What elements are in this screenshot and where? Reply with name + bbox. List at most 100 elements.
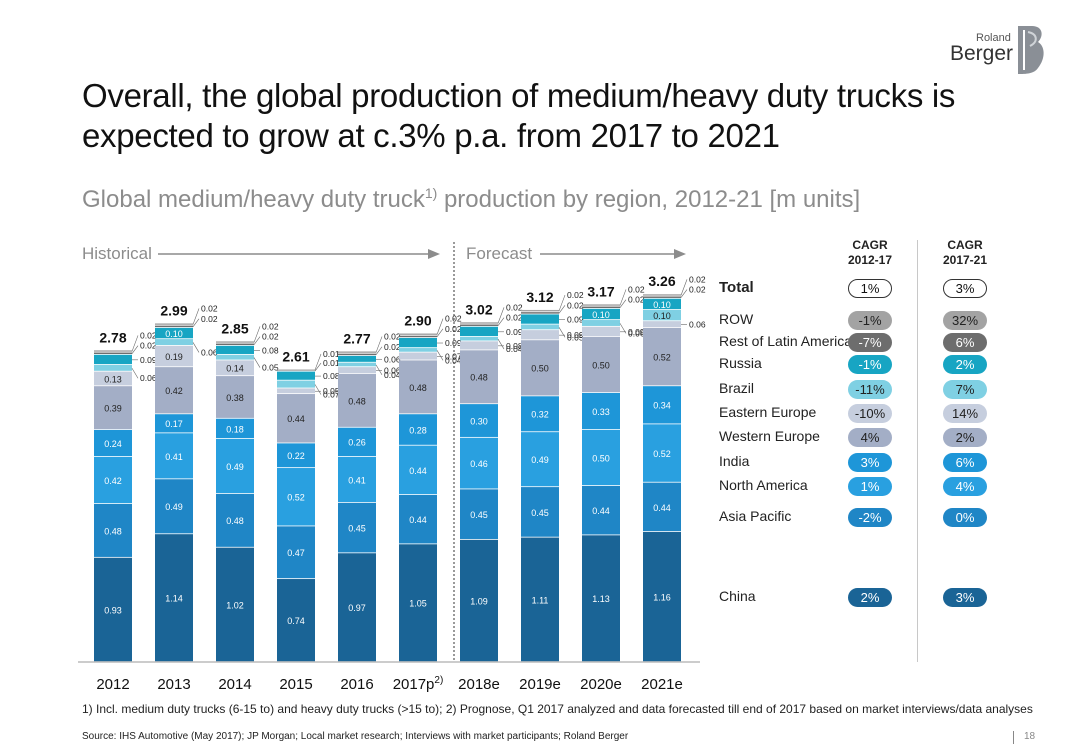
cagr-header-2-line1: CAGR (947, 238, 983, 252)
bar-segment-eastern-europe-2017p (399, 352, 437, 360)
bar-segment-india-2012 (94, 429, 132, 457)
bar-segment-brazil-2016 (338, 362, 376, 367)
cagr-header-2-line2: 2017-21 (942, 253, 988, 267)
category-label-2020e: 2020e (580, 676, 622, 693)
cagr-region-russia: Russia (719, 355, 762, 371)
cagr-region-western-europe: Western Europe (719, 428, 820, 444)
data-label-rest-of-latin-america-2016: 0.02 (384, 342, 401, 352)
bar-segment-rest-of-latin-america-2019e (521, 312, 559, 314)
cagr-column-divider (917, 240, 918, 662)
bar-segment-north-america-2012 (94, 456, 132, 504)
bar-segment-row-2017p (399, 333, 437, 335)
callout-line-row-2019e (558, 294, 566, 312)
total-label-2012: 2.78 (99, 329, 126, 345)
callout-line-rest-of-latin-america-2021e (680, 289, 688, 298)
bar-segment-brazil-2018e (460, 336, 498, 341)
data-label-brazil-2016: 0.04 (384, 370, 401, 380)
logo-b-mark-icon (1018, 26, 1044, 74)
bar-segment-asia-pacific-2012 (94, 503, 132, 557)
bar-segment-rest-of-latin-america-2018e (460, 324, 498, 326)
total-label-2019e: 3.12 (526, 289, 553, 305)
callout-line-row-2020e (619, 289, 627, 306)
callout-line-row-2015 (314, 353, 322, 371)
data-label-brazil-2014: 0.05 (262, 363, 279, 373)
bar-segment-row-2014 (216, 341, 254, 343)
callout-line-rest-of-latin-america-2015 (314, 362, 322, 372)
cagr-c1-rest-of-latin-america: -7% (848, 333, 892, 352)
data-label-india-2019e: 0.32 (531, 410, 549, 420)
page-number: 18 (1024, 731, 1036, 742)
data-label-western-europe-2014: 0.38 (226, 393, 244, 403)
cagr-c2-rest-of-latin-america: 6% (943, 333, 987, 352)
bar-segment-india-2015 (277, 443, 315, 468)
data-label-asia-pacific-2020e: 0.44 (592, 506, 610, 516)
callout-line-row-2021e (680, 279, 688, 296)
bar-stack-2021e: 1.16 0.44 0.52 0.34 0.52 0.06 0.100.10 0.020.02 (643, 274, 706, 662)
data-label-china-2017p: 1.05 (409, 599, 427, 609)
data-label-brazil-2018e: 0.04 (506, 344, 523, 354)
data-label-row-2015: 0.01 (323, 349, 340, 359)
bar-stack-2015: 0.74 0.47 0.52 0.22 0.44 0.050.07 0.08 0.010.01 (277, 349, 340, 662)
cagr-c2-total: 3% (943, 279, 987, 298)
bar-segment-asia-pacific-2013 (155, 479, 193, 534)
bar-segment-north-america-2017p (399, 445, 437, 495)
data-label-china-2018e: 1.09 (470, 596, 488, 606)
cagr-c1-row: -1% (848, 311, 892, 330)
cagr-c2-russia: 2% (943, 355, 987, 374)
data-label-india-2014: 0.18 (226, 424, 244, 434)
data-label-rest-of-latin-america-2015: 0.01 (323, 358, 340, 368)
callout-line-brazil-2016 (375, 364, 383, 376)
data-label-rest-of-latin-america-2013: 0.02 (201, 314, 218, 324)
callout-line-brazil-2014 (253, 357, 261, 368)
bar-segment-india-2021e (643, 386, 681, 424)
bar-segment-india-2017p (399, 414, 437, 445)
data-label-asia-pacific-2016: 0.45 (348, 524, 366, 534)
bar-segment-north-america-2020e (582, 429, 620, 486)
total-label-2015: 2.61 (282, 348, 309, 364)
data-label-row-2018e: 0.02 (506, 302, 523, 312)
cagr-c1-india: 3% (848, 453, 892, 472)
category-label-2019e: 2019e (519, 676, 561, 693)
bar-segment-china-2013 (155, 534, 193, 662)
subtitle-post: production by region, 2012-21 [m units] (437, 186, 861, 213)
data-label-russia-2016: 0.06 (384, 354, 401, 364)
bar-segment-row-2012 (94, 350, 132, 352)
data-label-brazil-2015: 0.07 (323, 390, 340, 400)
bar-segment-india-2019e (521, 396, 559, 432)
data-label-row-2016: 0.02 (384, 332, 401, 342)
data-label-rest-of-latin-america-2017p: 0.02 (445, 324, 462, 334)
data-label-western-europe-2018e: 0.48 (470, 373, 488, 383)
data-label-russia-2020e: 0.10 (592, 310, 610, 320)
bar-segment-eastern-europe-2021e (643, 321, 681, 328)
data-label-asia-pacific-2017p: 0.44 (409, 515, 427, 525)
data-label-india-2018e: 0.30 (470, 416, 488, 426)
callout-line-rest-of-latin-america-2012 (131, 345, 139, 354)
data-label-eastern-europe-2015: 0.05 (323, 386, 340, 396)
bar-segment-asia-pacific-2021e (643, 482, 681, 532)
data-label-asia-pacific-2014: 0.48 (226, 516, 244, 526)
bar-stack-2019e: 1.110.450.490.320.500.090.050.090.020.02 (521, 290, 584, 662)
cagr-header-2012-17: CAGR 2012-17 (840, 238, 900, 268)
bar-segment-brazil-2019e (521, 324, 559, 330)
bar-segment-row-2013 (155, 323, 193, 325)
bar-segment-eastern-europe-2020e (582, 326, 620, 337)
bar-segment-western-europe-2020e (582, 336, 620, 393)
logo-berger-text: Berger (950, 42, 1014, 65)
data-label-russia-2014: 0.08 (262, 345, 279, 355)
cagr-c2-western-europe: 2% (943, 428, 987, 447)
cagr-c2-asia-pacific: 0% (943, 508, 987, 527)
data-label-russia-2017p: 0.09 (445, 338, 462, 348)
callout-line-rest-of-latin-america-2014 (253, 336, 261, 345)
total-label-2020e: 3.17 (587, 283, 614, 299)
cagr-c2-china: 3% (943, 588, 987, 607)
cagr-region-asia-pacific: Asia Pacific (719, 508, 792, 524)
data-label-row-2013: 0.02 (201, 304, 218, 314)
bar-segment-north-america-2021e (643, 424, 681, 482)
bar-segment-brazil-2015 (277, 380, 315, 388)
data-label-china-2021e: 1.16 (653, 592, 671, 602)
data-label-rest-of-latin-america-2014: 0.02 (262, 332, 279, 342)
callout-line-brazil-2019e (558, 327, 566, 338)
cagr-c2-brazil: 7% (943, 380, 987, 399)
bar-stack-2016: 0.970.450.410.260.480.060.040.060.020.02 (338, 332, 401, 662)
